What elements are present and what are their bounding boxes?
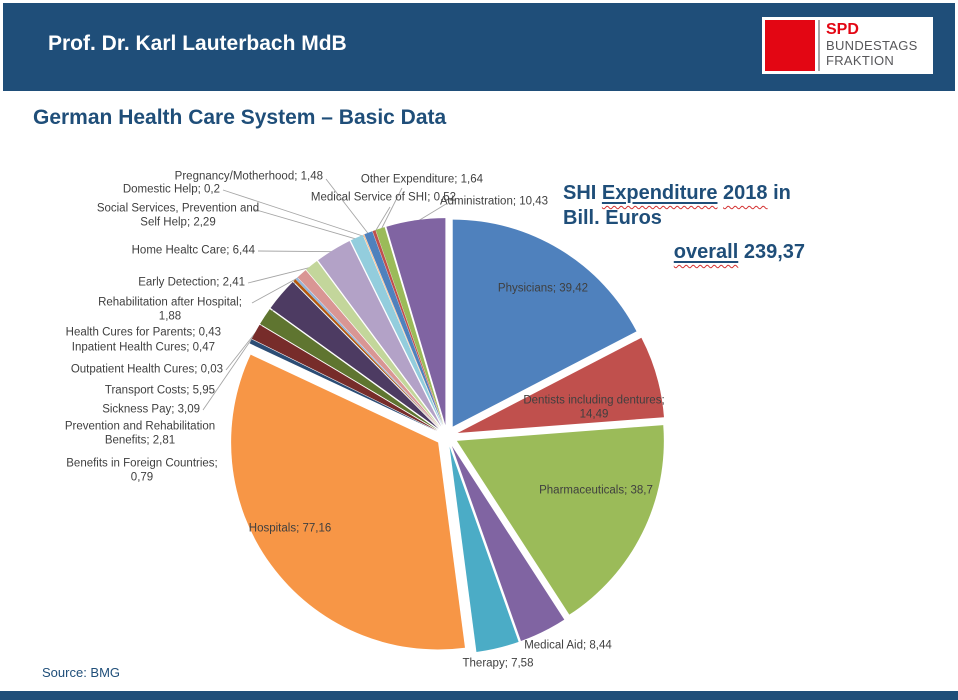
leader-line-home-healtc-care [257, 250, 335, 253]
pie-slice-domestic-help [363, 234, 443, 426]
pie-slice-transport-costs [270, 282, 439, 429]
annotation-segment: in [767, 182, 791, 204]
annotation-line: SHI Expenditure 2018 in [563, 181, 805, 206]
pie-slice-pregnancy-motherhood [364, 231, 444, 426]
header-title: Prof. Dr. Karl Lauterbach MdB [48, 32, 347, 55]
annotation-line: Bill. Euros [563, 206, 805, 231]
pie-slice-home-healtc-care [318, 241, 442, 427]
spd-logo: SPD BUNDESTAGS FRAKTION [762, 17, 933, 74]
pie-slice-other-expenditure [375, 227, 444, 426]
spd-logo-red-square [765, 20, 815, 71]
annotation-segment: 239,37 [738, 241, 805, 263]
pie-slice-inpatient-health-cures [293, 279, 440, 429]
pie-slice-health-cures-for-parents [295, 277, 440, 429]
pie-slice-outpatient-health-cures [293, 281, 440, 429]
pie-slice-prevention-and-rehabilitation-benefits [251, 324, 438, 431]
annotation-segment: Expenditure [601, 182, 718, 204]
spd-logo-text: SPD BUNDESTAGS FRAKTION [826, 21, 918, 68]
pie-slice-sickness-pay [260, 309, 438, 430]
leader-line-social-services-prevention-and-self-help [252, 208, 358, 240]
spd-logo-line1: BUNDESTAGS [826, 38, 918, 53]
pie-slice-therapy [449, 446, 519, 652]
annotation-segment: Bill. Euros [563, 207, 662, 229]
pie-slices [231, 218, 664, 652]
pie-slice-early-detection [306, 261, 441, 428]
leader-line-pregnancy-motherhood [325, 178, 370, 235]
pie-slice-dentists-including-dentures [457, 337, 664, 433]
header-bar: Prof. Dr. Karl Lauterbach MdB SPD BUNDES… [3, 3, 955, 91]
leader-line-domestic-help [222, 189, 365, 237]
pie-slice-administration [386, 218, 446, 426]
pie-slice-rehabilitation-after-hospital [297, 270, 440, 428]
leader-line-rehabilitation-after-hospital [251, 274, 304, 304]
pie-slice-social-services-prevention-and-self-help [350, 234, 443, 426]
pie-slice-medical-service-of-shi [372, 230, 444, 426]
leader-line-other-expenditure [380, 187, 403, 231]
annotation-segment: 2018 [723, 182, 768, 204]
annotation-segment: SHI [563, 182, 602, 204]
spd-logo-brand: SPD [826, 21, 859, 38]
leader-line-early-detection [247, 266, 313, 284]
pie-slice-physicians [452, 219, 637, 427]
spd-logo-line2: FRAKTION [826, 53, 895, 68]
annotation-segment: overall [673, 241, 739, 263]
pie-slice-benefits-in-foreign-countries [249, 339, 438, 432]
spd-logo-divider [818, 20, 820, 71]
leader-line-medical-service-of-shi [374, 206, 391, 233]
pie-slice-medical-aid [451, 445, 565, 641]
pie-slice-pharmaceuticals [456, 425, 664, 615]
slide-title: German Health Care System – Basic Data [33, 106, 447, 129]
source-note: Source: BMG [42, 665, 121, 680]
leader-line-administration [415, 203, 447, 223]
chart-annotation: SHI Expenditure 2018 in Bill. Euros overal… [563, 181, 805, 265]
footer-bar [0, 691, 958, 700]
pie-slice-hospitals [231, 354, 465, 650]
annotation-line: overall 239,37 [563, 240, 805, 265]
leader-lines [202, 178, 447, 411]
